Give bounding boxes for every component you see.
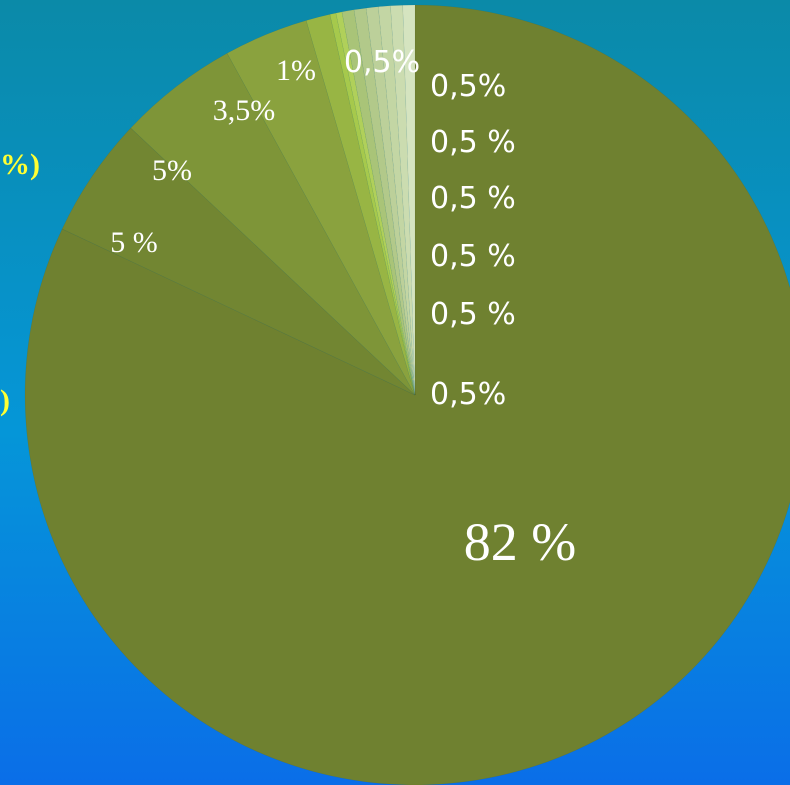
pie-slice <box>341 9 416 396</box>
slice-label: 0,5 % <box>430 181 516 216</box>
pie-slice <box>402 4 416 396</box>
slice-label: 82 % <box>464 512 576 572</box>
edge-label-lower: ) <box>0 384 10 417</box>
pie-slice <box>353 7 416 396</box>
slice-label: 0,5% <box>430 69 506 104</box>
slice-label: 0,5% <box>430 377 506 412</box>
pie-slice <box>335 11 416 396</box>
pie-slice <box>390 4 416 396</box>
slice-label: 5 % <box>110 226 158 259</box>
slice-label: 1% <box>276 54 316 87</box>
pie-slice <box>226 20 416 396</box>
slice-label: 5% <box>152 154 192 187</box>
pie-slice <box>61 127 416 396</box>
pie-slice <box>377 5 416 396</box>
pie-labels: 82 % 5 % 5% 3,5%1% 0,5% 0,5% 0,5 % 0,5 % 0,5 % 0,… <box>110 45 576 572</box>
slice-label: 3,5% <box>213 94 276 127</box>
pie-slice <box>305 14 416 396</box>
slice-label: 0,5 % <box>430 297 516 332</box>
pie-slice <box>365 6 416 396</box>
pie-slice <box>24 4 790 785</box>
pie-slice <box>130 52 416 396</box>
pie-slice <box>329 12 416 396</box>
slice-label: 0,5% <box>344 45 420 80</box>
slice-label: 0,5 % <box>430 125 516 160</box>
slice-label: 0,5 % <box>430 239 516 274</box>
edge-label-upper: %) <box>0 148 40 181</box>
pie-slices <box>24 4 790 785</box>
